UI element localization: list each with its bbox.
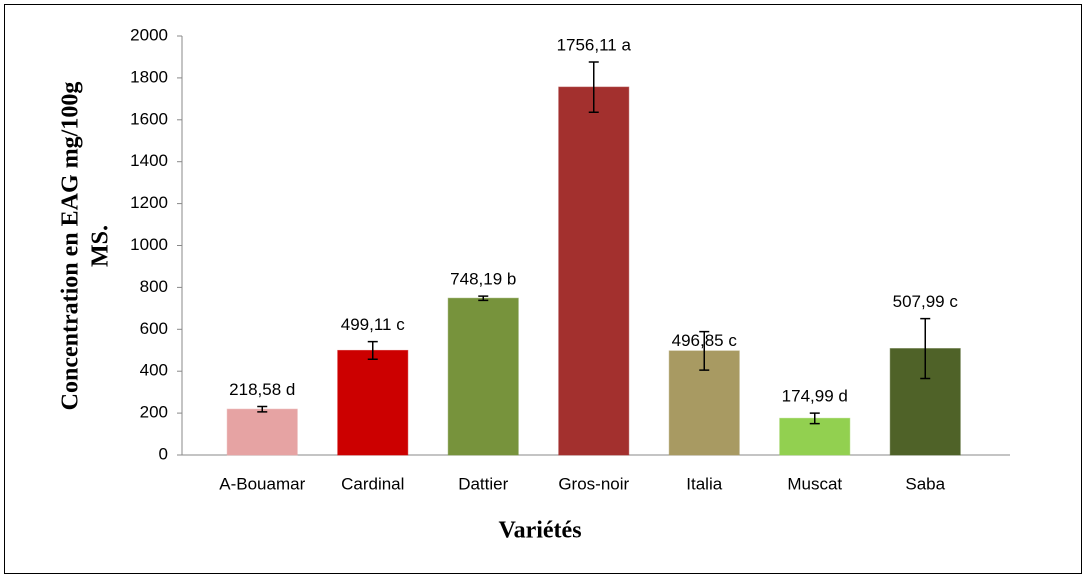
chart-border: [4, 4, 1082, 574]
x-tick-label: Italia: [686, 474, 722, 493]
y-tick-label: 1000: [130, 235, 168, 254]
x-tick-label: Muscat: [787, 474, 842, 493]
error-bar: [699, 330, 710, 371]
error-bar: [257, 405, 268, 413]
y-tick-label: 1800: [130, 67, 168, 86]
x-tick-label: Cardinal: [341, 474, 404, 493]
error-bar: [920, 317, 931, 380]
y-tick-label: 1600: [130, 109, 168, 128]
data-label: 218,58 d: [229, 380, 295, 399]
y-tick-label: 2000: [130, 25, 168, 44]
data-label: 499,11 c: [341, 315, 405, 334]
y-tick-label: 400: [140, 361, 168, 380]
y-tick-label: 600: [140, 319, 168, 338]
x-tick-label: Dattier: [458, 474, 508, 493]
y-tick-label: 800: [140, 277, 168, 296]
data-label: 174,99 d: [782, 387, 848, 406]
data-label: 1756,11 a: [557, 35, 632, 54]
y-tick-label: 1200: [130, 193, 168, 212]
data-label: 748,19 b: [450, 270, 516, 289]
error-bar: [367, 340, 378, 360]
x-tick-label: A-Bouamar: [219, 474, 305, 493]
bar: [226, 408, 298, 456]
y-axis-title: MS.: [88, 225, 114, 267]
x-tick-label: Saba: [905, 474, 945, 493]
y-tick-label: 200: [140, 403, 168, 422]
y-axis-title: Concentration en EAG mg/100g: [58, 82, 84, 411]
y-tick-label: 0: [159, 444, 168, 463]
bar: [558, 86, 630, 456]
x-axis-title: Variétés: [498, 518, 581, 544]
error-bar: [809, 412, 820, 425]
error-bar: [588, 61, 599, 113]
x-tick-label: Gros-noir: [558, 474, 629, 493]
error-bar: [478, 295, 489, 302]
y-tick-label: 1400: [130, 151, 168, 170]
bar: [779, 417, 851, 456]
bar: [447, 297, 519, 456]
bar: [337, 349, 409, 456]
data-label: 507,99 c: [893, 292, 959, 311]
data-label: 496,85 c: [672, 331, 738, 350]
